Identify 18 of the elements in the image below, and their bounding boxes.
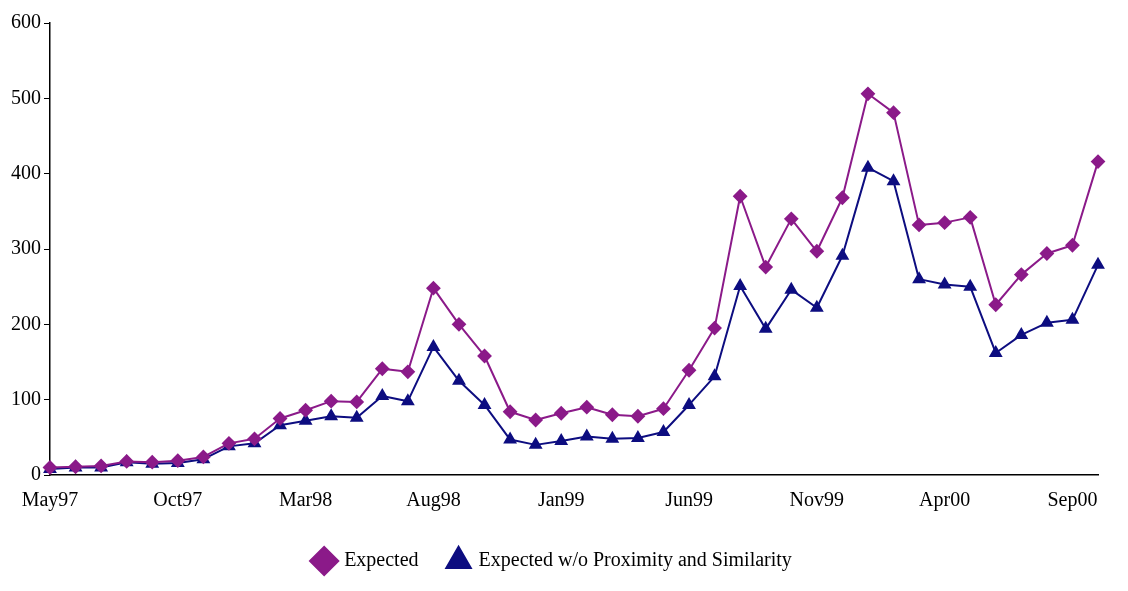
x-tick-label: Apr00 bbox=[919, 488, 971, 512]
x-tick-label: Sep00 bbox=[1047, 488, 1098, 512]
legend-label: Expected w/o Proximity and Similarity bbox=[478, 548, 792, 572]
x-tick-label: Jun99 bbox=[665, 488, 713, 511]
x-tick-label: Mar98 bbox=[278, 488, 333, 511]
y-tick-label: 300 bbox=[11, 236, 41, 259]
y-tick-label: 100 bbox=[11, 386, 41, 409]
x-tick-label: May97 bbox=[21, 488, 79, 512]
x-tick-label: Nov99 bbox=[789, 488, 845, 511]
y-tick-label: 200 bbox=[11, 311, 41, 334]
x-tick-label: Oct97 bbox=[153, 488, 203, 511]
y-tick-label: 400 bbox=[11, 160, 41, 183]
x-tick-label: Aug98 bbox=[406, 488, 461, 512]
y-tick-label: 500 bbox=[11, 85, 41, 108]
legend-label: Expected bbox=[344, 548, 419, 572]
y-tick-label: 0 bbox=[31, 462, 41, 485]
x-tick-label: Jan99 bbox=[537, 488, 585, 511]
y-tick-label: 600 bbox=[11, 10, 41, 33]
